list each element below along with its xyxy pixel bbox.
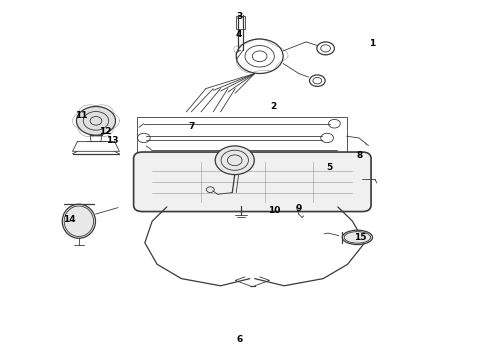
- Text: 2: 2: [270, 102, 276, 111]
- Ellipse shape: [342, 230, 372, 244]
- Bar: [236, 16, 245, 30]
- Text: 1: 1: [369, 39, 375, 48]
- Text: 6: 6: [237, 335, 243, 344]
- Text: 12: 12: [99, 127, 112, 136]
- Ellipse shape: [62, 204, 96, 238]
- Text: 9: 9: [295, 204, 302, 213]
- Text: 7: 7: [188, 122, 195, 131]
- Circle shape: [215, 146, 254, 175]
- Text: 3: 3: [236, 12, 242, 21]
- Text: 15: 15: [354, 233, 366, 242]
- FancyBboxPatch shape: [134, 152, 371, 212]
- Text: 11: 11: [75, 111, 88, 120]
- Circle shape: [76, 107, 116, 135]
- Text: 8: 8: [357, 151, 363, 160]
- Text: 4: 4: [236, 30, 243, 39]
- Text: 14: 14: [63, 215, 75, 224]
- Bar: [137, 117, 346, 155]
- Text: 10: 10: [268, 206, 280, 215]
- Text: 13: 13: [106, 136, 119, 145]
- Text: 5: 5: [326, 163, 332, 172]
